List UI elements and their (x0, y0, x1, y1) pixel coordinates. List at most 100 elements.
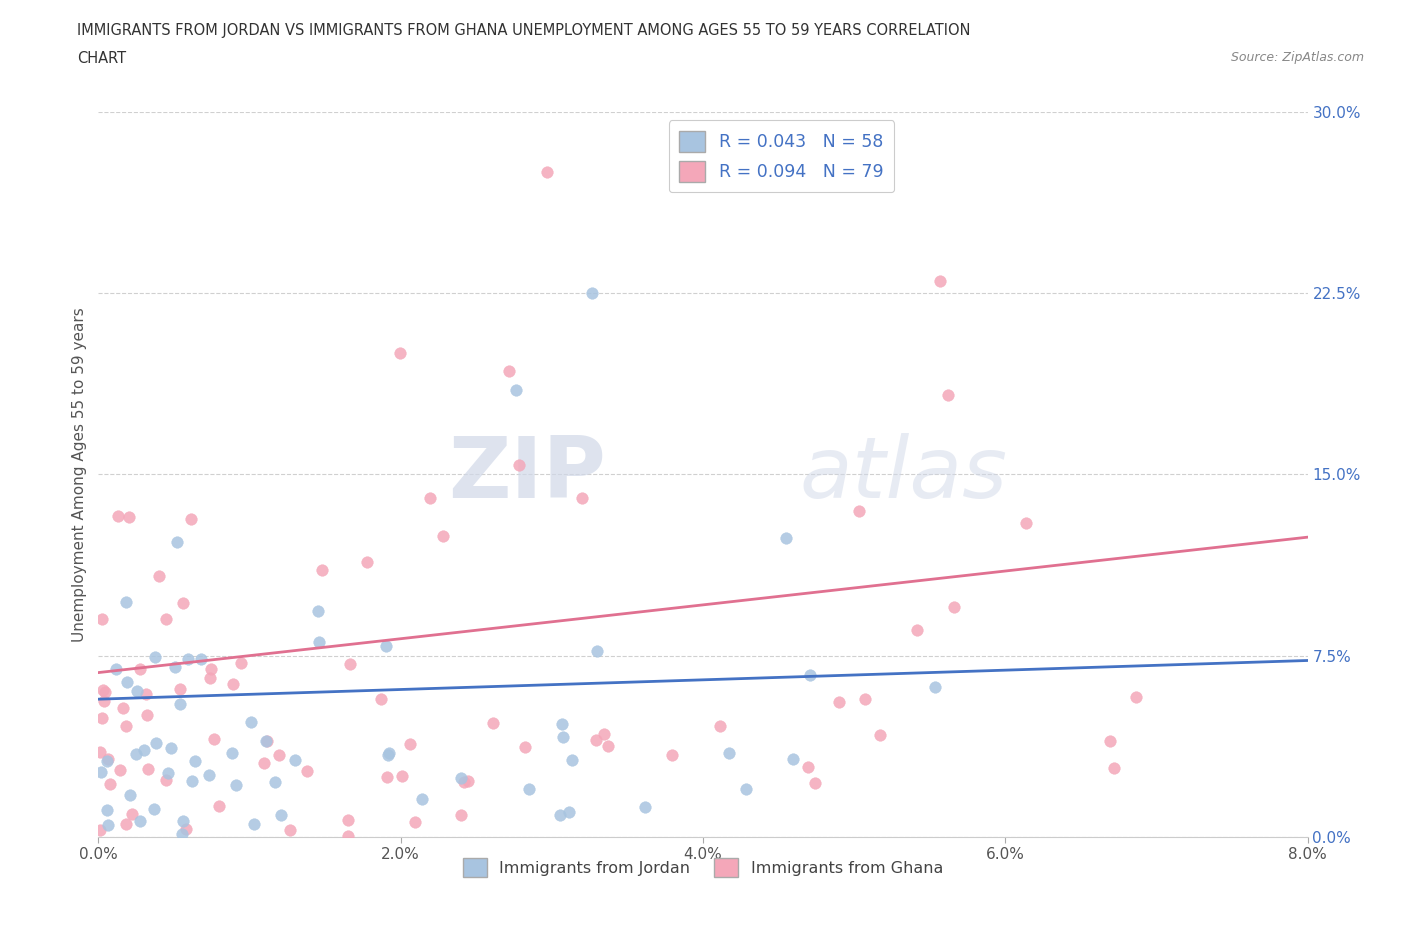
Point (336, 829, 359, 844)
Point (374, 639, 396, 654)
Point (419, 491, 441, 506)
Text: atlas: atlas (800, 432, 1008, 516)
Point (89, 823, 111, 838)
Point (370, 692, 392, 707)
Point (717, 745, 740, 760)
Point (253, 756, 276, 771)
Point (208, 798, 231, 813)
Point (169, 697, 191, 711)
Point (735, 781, 758, 796)
Point (96, 803, 118, 817)
Point (172, 595, 194, 610)
Point (176, 822, 198, 837)
Point (148, 569, 170, 584)
Point (550, 717, 572, 732)
Point (110, 763, 132, 777)
Point (254, 734, 277, 749)
Point (775, 530, 797, 545)
Point (308, 635, 330, 650)
Point (336, 812, 359, 827)
Point (519, 781, 541, 796)
Point (155, 612, 177, 627)
Text: IMMIGRANTS FROM JORDAN VS IMMIGRANTS FROM GHANA UNEMPLOYMENT AMONG AGES 55 TO 59: IMMIGRANTS FROM JORDAN VS IMMIGRANTS FRO… (77, 23, 970, 38)
Point (596, 738, 619, 753)
Point (190, 651, 212, 666)
Point (107, 509, 129, 524)
Point (453, 774, 475, 789)
Y-axis label: Unemployment Among Ages 55 to 59 years: Unemployment Among Ages 55 to 59 years (72, 307, 87, 642)
Text: ZIP: ZIP (449, 432, 606, 516)
Point (177, 651, 200, 666)
Point (202, 732, 225, 747)
Point (91, 711, 114, 725)
Point (388, 346, 411, 361)
Point (311, 563, 333, 578)
Text: CHART: CHART (77, 51, 127, 66)
Point (1102, 760, 1125, 775)
Point (221, 746, 243, 761)
Point (222, 676, 245, 691)
Point (307, 604, 329, 618)
Point (142, 802, 165, 817)
Point (709, 718, 731, 733)
Point (145, 736, 167, 751)
Point (356, 554, 378, 569)
Text: Source: ZipAtlas.com: Source: ZipAtlas.com (1230, 51, 1364, 64)
Point (94, 684, 117, 699)
Point (561, 752, 583, 767)
Point (581, 286, 603, 300)
Point (297, 764, 319, 778)
Point (1125, 690, 1147, 705)
Point (93, 694, 115, 709)
Point (339, 657, 361, 671)
Point (457, 774, 479, 789)
Point (121, 806, 143, 821)
Point (450, 771, 472, 786)
Point (91, 612, 114, 627)
Point (117, 674, 139, 689)
Point (136, 707, 159, 722)
Point (97, 817, 120, 832)
Point (256, 733, 278, 748)
Point (198, 671, 221, 685)
Point (91, 683, 114, 698)
Point (432, 528, 454, 543)
Point (1099, 733, 1122, 748)
Point (905, 622, 928, 637)
Point (505, 382, 527, 397)
Point (225, 778, 247, 793)
Point (198, 767, 221, 782)
Point (267, 748, 290, 763)
Point (166, 535, 188, 550)
Point (399, 737, 422, 751)
Point (143, 649, 166, 664)
Point (181, 774, 204, 789)
Point (243, 817, 266, 831)
Point (929, 273, 952, 288)
Point (869, 727, 891, 742)
Point (120, 788, 142, 803)
Point (97, 751, 120, 766)
Point (404, 814, 426, 829)
Point (571, 491, 593, 506)
Point (828, 694, 851, 709)
Point (391, 768, 413, 783)
Point (553, 730, 575, 745)
Point (229, 656, 252, 671)
Point (853, 692, 876, 707)
Point (482, 715, 505, 730)
Point (118, 510, 141, 525)
Point (558, 804, 581, 819)
Point (804, 776, 827, 790)
Point (138, 762, 160, 777)
Point (796, 760, 818, 775)
Point (98, 777, 121, 791)
Point (180, 512, 202, 526)
Point (378, 745, 401, 760)
Point (548, 808, 571, 823)
Point (585, 644, 607, 658)
Point (128, 813, 150, 828)
Point (924, 680, 946, 695)
Point (375, 769, 398, 784)
Point (515, 740, 537, 755)
